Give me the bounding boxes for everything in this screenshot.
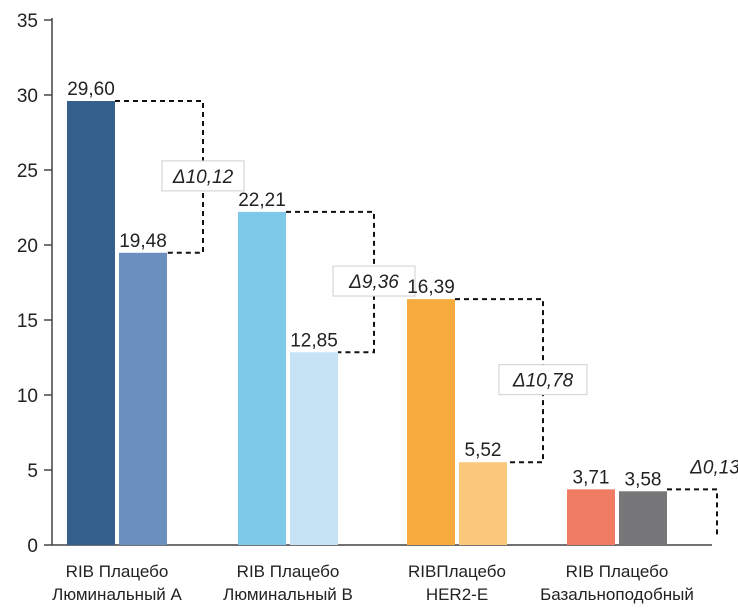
bar-value-label: 3,71 [573, 467, 610, 488]
category-label-line1: RIB Плацебо [237, 562, 340, 581]
category-label-line2: Люминальный В [223, 585, 353, 604]
bar-value-label: 12,85 [290, 330, 338, 351]
bar-value-label: 3,58 [625, 469, 662, 490]
y-tick-label: 15 [17, 311, 38, 332]
bar-placebo [459, 462, 507, 545]
delta-label: Δ0,13 [689, 457, 738, 478]
y-tick-label: 0 [27, 536, 38, 557]
bar-placebo [290, 352, 338, 545]
y-tick-label: 20 [17, 236, 38, 257]
bar-value-label: 22,21 [238, 190, 286, 211]
y-tick-label: 35 [17, 11, 38, 32]
delta-bracket [286, 210, 375, 354]
bar-value-label: 29,60 [67, 79, 115, 100]
delta-label-box [161, 160, 245, 192]
category-label-line2: Базальноподобный [540, 585, 694, 604]
delta-bracket [667, 488, 718, 537]
delta-label: Δ10,12 [172, 167, 234, 188]
bar-value-label: 16,39 [407, 277, 455, 298]
category-label-line1: RIBПлацебо [408, 562, 506, 581]
bar-placebo [619, 491, 667, 545]
y-tick-label: 10 [17, 386, 38, 407]
bar-value-label: 5,52 [465, 440, 502, 461]
delta-label-box [332, 265, 416, 297]
delta-label-box [498, 364, 588, 396]
y-tick-label: 30 [17, 86, 38, 107]
category-label-line1: RIB Плацебо [566, 562, 669, 581]
delta-label: Δ9,36 [348, 272, 399, 293]
category-label-line1: RIB Плацебо [66, 562, 169, 581]
bar-placebo [119, 252, 167, 546]
y-tick-label: 25 [17, 161, 38, 182]
bar-rib [567, 489, 615, 545]
delta-label: Δ10,78 [512, 371, 574, 392]
y-tick-label: 5 [27, 461, 38, 482]
bar-value-label: 19,48 [119, 231, 167, 252]
category-label-line2: HER2-E [426, 585, 488, 604]
bar-rib [238, 211, 286, 545]
bar-rib [67, 101, 115, 545]
category-label-line2: Люминальный А [52, 585, 182, 604]
bar-rib [407, 299, 455, 545]
